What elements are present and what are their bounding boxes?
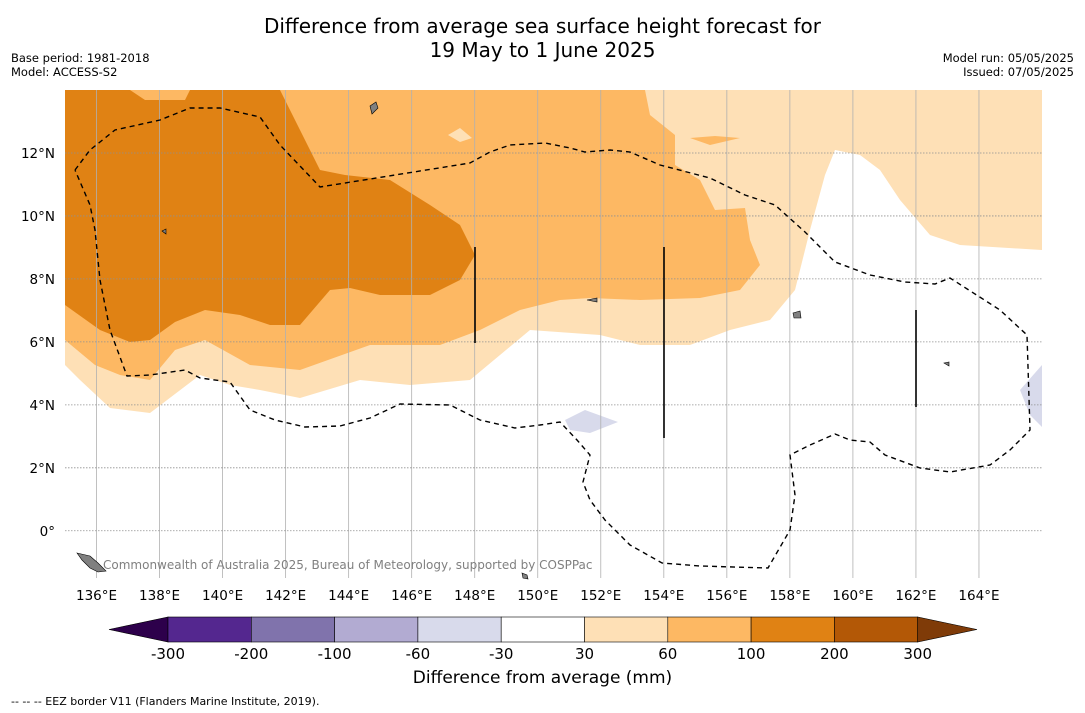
colorbar-segment (334, 616, 419, 643)
title-line-2: 19 May to 1 June 2025 (429, 38, 656, 62)
colorbar-segment (251, 616, 335, 643)
longitude-label: 154°E (643, 588, 684, 604)
model-name: Model: ACCESS-S2 (11, 65, 118, 79)
graticule-lat (65, 152, 1042, 532)
title-line-1: Difference from average sea surface heig… (263, 14, 822, 38)
longitude-label: 158°E (769, 588, 810, 604)
run-info: Model run: 05/05/2025 Issued: 07/05/2025 (943, 51, 1074, 79)
colorbar-under-arrow (108, 616, 169, 643)
colorbar-tick-label: 300 (903, 645, 932, 663)
anomaly-patch (690, 136, 740, 145)
colorbar: -300 -200 -100 -60 -30 30 60 100 200 300 (108, 616, 978, 663)
model-info: Base period: 1981-2018 Model: ACCESS-S2 (11, 51, 150, 79)
colorbar-segment (500, 616, 585, 643)
colorbar-title: Difference from average (mm) (412, 668, 673, 688)
colorbar-tick-label: -100 (318, 645, 352, 663)
longitude-label: 160°E (832, 588, 873, 604)
colorbar-segment (584, 616, 669, 643)
longitude-label: 140°E (202, 588, 243, 604)
longitude-label: 146°E (391, 588, 432, 604)
graticule (96, 90, 980, 578)
longitude-label: 136°E (76, 588, 117, 604)
longitude-label: 144°E (328, 588, 369, 604)
longitude-label: 142°E (265, 588, 306, 604)
islands (76, 101, 950, 580)
colorbar-segment (167, 616, 252, 643)
latitude-label: 8°N (30, 272, 55, 288)
colorbar-segment (750, 616, 835, 643)
latitude-label: 12°N (21, 146, 55, 162)
map-title: Difference from average sea surface heig… (0, 14, 1085, 62)
eez-footnote: -- -- -- EEZ border V11 (Flanders Marine… (11, 695, 320, 708)
longitude-labels: 136°E 138°E 140°E 142°E 144°E 146°E 148°E 150°E… (76, 588, 1000, 604)
colorbar-tick-label: 100 (737, 645, 766, 663)
colorbar-tick-label: 60 (658, 645, 677, 663)
colorbar-segment (417, 616, 502, 643)
anomaly-patch (448, 128, 472, 142)
negative-anomaly-patch (1020, 365, 1042, 427)
longitude-label: 162°E (895, 588, 936, 604)
negative-anomaly-patch (565, 410, 618, 433)
latitude-label: 2°N (30, 461, 55, 477)
colorbar-tick-label: -200 (234, 645, 268, 663)
colorbar-tick-label: 30 (575, 645, 594, 663)
boundary-lines (474, 247, 917, 438)
longitude-label: 150°E (517, 588, 558, 604)
colorbar-tick-label: -30 (489, 645, 514, 663)
colorbar-segment (667, 616, 752, 643)
colorbar-segment (834, 616, 919, 643)
longitude-label: 156°E (706, 588, 747, 604)
base-period: Base period: 1981-2018 (11, 51, 150, 65)
contour-fills (65, 90, 1042, 433)
colorbar-tick-label: -300 (151, 645, 185, 663)
longitude-label: 138°E (139, 588, 180, 604)
latitude-labels: 12°N 10°N 8°N 6°N 4°N 2°N 0° (21, 146, 55, 540)
longitude-label: 152°E (580, 588, 621, 604)
issued-date: Issued: 07/05/2025 (963, 65, 1074, 79)
latitude-label: 10°N (21, 209, 55, 225)
longitude-label: 164°E (958, 588, 999, 604)
longitude-label: 148°E (454, 588, 495, 604)
eez-border (74, 107, 1031, 569)
colorbar-tick-label: -60 (406, 645, 431, 663)
model-run-date: Model run: 05/05/2025 (942, 51, 1074, 65)
colorbar-tick-label: 200 (820, 645, 849, 663)
latitude-label: 0° (40, 524, 55, 540)
latitude-label: 6°N (30, 335, 55, 351)
latitude-label: 4°N (30, 398, 55, 414)
colorbar-over-arrow (917, 616, 978, 643)
copyright-notice: Commonwealth of Australia 2025, Bureau o… (103, 558, 593, 572)
